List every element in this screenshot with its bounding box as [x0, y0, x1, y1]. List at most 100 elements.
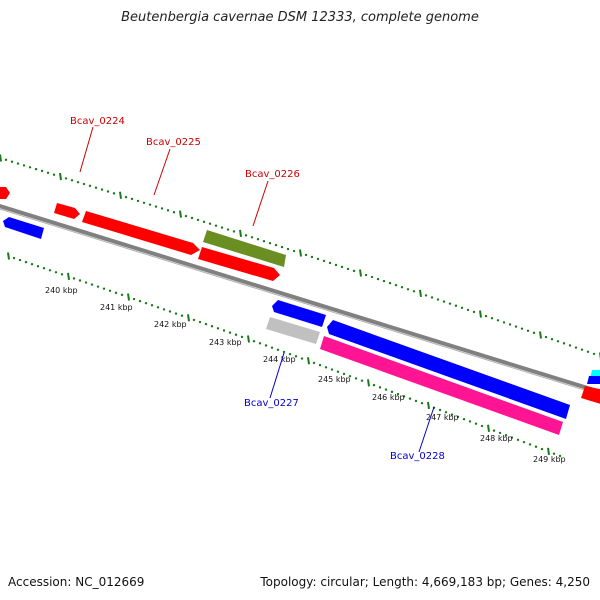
minor-tick: [575, 346, 577, 348]
minor-tick: [73, 277, 75, 279]
minor-tick: [85, 281, 87, 283]
gene-reverse[interactable]: [587, 376, 600, 384]
minor-tick: [265, 344, 267, 346]
accession-text: Accession: NC_012669: [8, 575, 144, 589]
minor-tick: [421, 402, 423, 404]
minor-tick: [319, 364, 321, 366]
gene-label[interactable]: Bcav_0227: [244, 398, 299, 409]
minor-tick: [409, 397, 411, 399]
minor-tick: [301, 357, 303, 359]
minor-tick: [551, 338, 553, 340]
minor-tick: [151, 304, 153, 306]
minor-tick: [269, 242, 271, 244]
minor-tick: [485, 315, 487, 317]
minor-tick: [497, 319, 499, 321]
minor-tick: [215, 224, 217, 226]
minor-tick: [29, 166, 31, 168]
minor-tick: [209, 223, 211, 225]
minor-tick: [131, 198, 133, 200]
gene-label[interactable]: Bcav_0224: [70, 116, 125, 127]
minor-tick: [361, 379, 363, 381]
gene-features: [0, 187, 600, 435]
minor-tick: [145, 302, 147, 304]
minor-tick: [77, 181, 79, 183]
minor-tick: [161, 207, 163, 209]
minor-tick: [197, 219, 199, 221]
genome-summary-text: Topology: circular; Length: 4,669,183 bp…: [260, 575, 590, 589]
minor-tick: [217, 327, 219, 329]
minor-tick: [65, 177, 67, 179]
kbp-label: 245 kbp: [318, 375, 351, 384]
major-tick: [420, 290, 421, 297]
minor-tick: [47, 172, 49, 174]
kbp-label: 241 kbp: [100, 303, 133, 312]
minor-tick: [535, 446, 537, 448]
minor-tick: [79, 279, 81, 281]
minor-tick: [323, 260, 325, 262]
minor-tick: [277, 349, 279, 351]
major-tick: [540, 331, 541, 338]
minor-tick: [491, 317, 493, 319]
kbp-label: 249 kbp: [533, 455, 566, 464]
minor-tick: [389, 282, 391, 284]
minor-tick: [23, 164, 25, 166]
minor-tick: [545, 336, 547, 338]
gene-label[interactable]: Bcav_0228: [390, 451, 445, 462]
minor-tick: [199, 321, 201, 323]
major-tick: [480, 311, 481, 318]
minor-tick: [449, 302, 451, 304]
minor-tick: [55, 271, 57, 273]
minor-tick: [155, 205, 157, 207]
minor-tick: [311, 256, 313, 258]
major-tick: [548, 448, 549, 455]
minor-tick: [37, 265, 39, 267]
minor-tick: [443, 300, 445, 302]
minor-tick: [181, 314, 183, 316]
gene-label[interactable]: Bcav_0225: [146, 137, 201, 148]
major-tick: [308, 357, 309, 364]
major-tick: [0, 155, 1, 162]
minor-tick: [373, 384, 375, 386]
minor-tick: [245, 234, 247, 236]
gene-label[interactable]: Bcav_0226: [245, 169, 300, 180]
minor-tick: [233, 230, 235, 232]
minor-tick: [437, 298, 439, 300]
minor-tick: [413, 290, 415, 292]
minor-tick: [229, 331, 231, 333]
minor-tick: [109, 290, 111, 292]
minor-tick: [371, 276, 373, 278]
minor-tick: [259, 342, 261, 344]
minor-tick: [517, 439, 519, 441]
minor-tick: [97, 285, 99, 287]
gene-forward[interactable]: [54, 203, 80, 219]
major-tick: [188, 314, 189, 321]
minor-tick: [25, 261, 27, 263]
minor-tick: [557, 340, 559, 342]
minor-tick: [125, 196, 127, 198]
kbp-label: 240 kbp: [45, 286, 78, 295]
kbp-label: 246 kbp: [372, 393, 405, 402]
genome-map[interactable]: 240 kbp241 kbp242 kbp243 kbp244 kbp245 k…: [0, 0, 600, 600]
minor-tick: [379, 386, 381, 388]
minor-tick: [253, 340, 255, 342]
minor-tick: [509, 323, 511, 325]
major-tick: [8, 253, 9, 260]
minor-tick: [455, 305, 457, 307]
minor-tick: [335, 264, 337, 266]
minor-tick: [157, 306, 159, 308]
gene-forward[interactable]: [0, 187, 10, 199]
minor-tick: [203, 221, 205, 223]
minor-tick: [281, 246, 283, 248]
minor-tick: [185, 215, 187, 217]
minor-tick: [355, 377, 357, 379]
minor-tick: [193, 319, 195, 321]
kbp-label: 248 kbp: [480, 434, 513, 443]
minor-tick: [205, 323, 207, 325]
minor-tick: [523, 441, 525, 443]
genome-backbone: [0, 203, 600, 398]
minor-tick: [101, 188, 103, 190]
minor-tick: [5, 159, 7, 161]
minor-tick: [173, 211, 175, 213]
minor-tick: [313, 362, 315, 364]
minor-tick: [175, 312, 177, 314]
